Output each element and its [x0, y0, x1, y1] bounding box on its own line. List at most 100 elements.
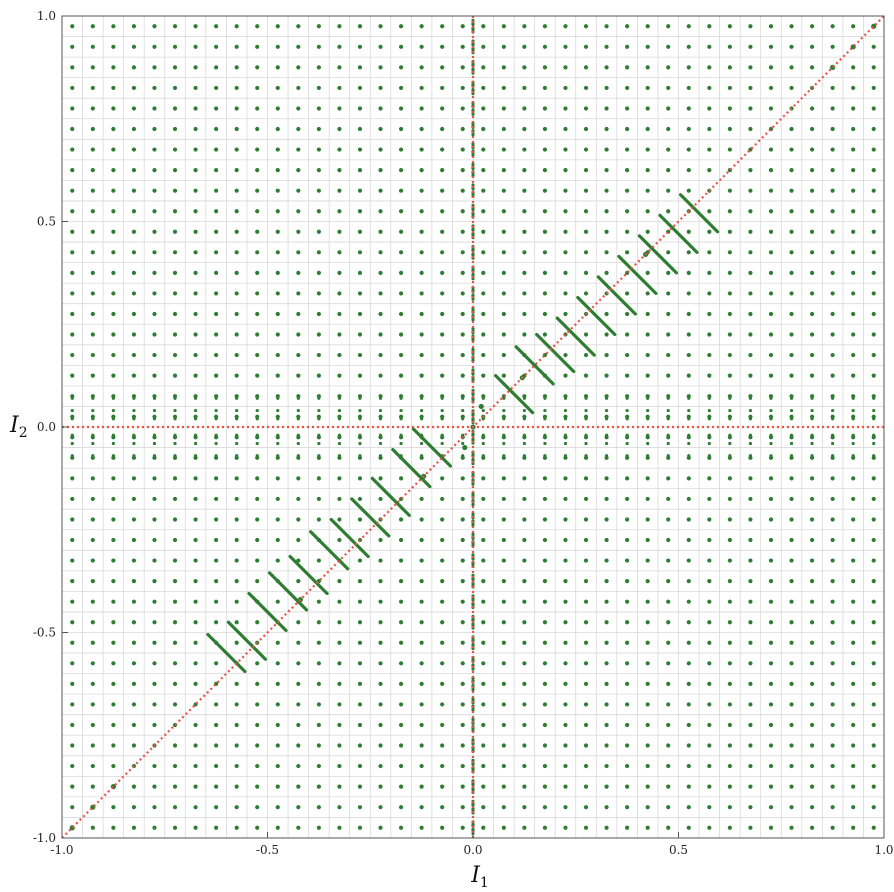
data-point: [337, 147, 342, 152]
data-point: [358, 454, 362, 458]
data-point: [461, 454, 465, 458]
data-point: [563, 454, 568, 458]
data-point: [419, 784, 424, 789]
data-point: [748, 291, 753, 296]
data-point: [70, 496, 75, 502]
data-point: [563, 408, 568, 413]
data-point: [748, 209, 753, 214]
data-point: [604, 270, 609, 275]
data-point: [398, 702, 404, 707]
data-point: [378, 188, 383, 193]
data-point: [542, 229, 548, 234]
data-point: [420, 396, 424, 400]
data-point: [398, 250, 404, 255]
data-point: [563, 270, 568, 275]
data-point: [707, 24, 712, 29]
data-point: [471, 62, 475, 66]
data-point: [111, 620, 116, 625]
diagonal-streak: [617, 254, 658, 296]
data-point: [501, 537, 506, 543]
data-point: [830, 599, 835, 604]
data-point: [214, 417, 218, 421]
data-point: [90, 558, 95, 563]
data-point: [666, 65, 671, 70]
data-point: [132, 454, 136, 458]
data-point: [727, 476, 732, 481]
data-point: [871, 332, 876, 337]
data-point: [440, 722, 445, 728]
data-point: [90, 147, 95, 152]
data-point: [583, 44, 589, 49]
data-point: [255, 352, 260, 358]
data-point: [542, 661, 548, 666]
data-point: [70, 332, 75, 337]
data-point: [234, 681, 239, 686]
data-point: [625, 229, 630, 234]
data-point: [316, 291, 321, 296]
diagonal-streak: [658, 213, 699, 254]
data-point: [358, 408, 362, 413]
data-point: [851, 24, 856, 29]
data-point: [542, 579, 548, 584]
data-point: [440, 537, 445, 543]
data-point: [235, 454, 239, 458]
data-point: [727, 722, 732, 728]
data-point: [172, 620, 178, 625]
data-point: [471, 162, 475, 166]
data-point: [90, 579, 95, 584]
data-point: [296, 476, 301, 481]
data-point: [481, 147, 486, 152]
data-point: [234, 106, 239, 111]
data-point: [471, 717, 475, 721]
data-point: [789, 784, 794, 789]
data-point: [378, 599, 383, 604]
data-point: [481, 454, 485, 458]
data-point: [214, 250, 219, 255]
data-point: [460, 599, 465, 604]
data-point: [419, 291, 424, 296]
data-point: [296, 661, 301, 666]
data-point: [501, 311, 506, 317]
data-point: [501, 373, 506, 378]
data-point: [296, 396, 300, 400]
data-point: [172, 579, 178, 584]
data-point: [357, 496, 363, 502]
data-point: [583, 270, 589, 275]
data-point: [522, 168, 527, 173]
data-point: [357, 599, 363, 604]
data-point: [152, 270, 157, 275]
data-point: [583, 229, 589, 234]
data-point: [152, 441, 157, 446]
data-point: [471, 708, 475, 712]
data-point: [214, 373, 219, 378]
data-point: [398, 291, 404, 296]
data-point: [275, 332, 280, 337]
data-point: [131, 681, 137, 686]
data-point: [317, 454, 321, 458]
data-point: [378, 640, 383, 645]
data-point: [809, 24, 815, 29]
data-point: [522, 24, 527, 29]
data-point: [172, 537, 178, 543]
data-point: [563, 168, 568, 173]
data-point: [583, 373, 589, 378]
data-point: [70, 722, 75, 728]
data-point: [419, 805, 424, 810]
data-point: [316, 702, 321, 707]
data-point: [378, 270, 383, 275]
data-point: [70, 599, 75, 604]
data-point: [131, 784, 137, 789]
data-point: [851, 579, 856, 584]
data-point: [111, 599, 116, 604]
data-point: [357, 85, 363, 91]
data-point: [625, 496, 630, 502]
data-point: [255, 441, 259, 446]
data-point: [851, 661, 856, 666]
data-point: [748, 126, 753, 132]
data-point: [522, 454, 526, 458]
data-point: [193, 620, 198, 625]
data-point: [604, 106, 609, 111]
data-point: [419, 722, 424, 728]
data-point: [234, 558, 239, 563]
data-point: [666, 476, 671, 481]
